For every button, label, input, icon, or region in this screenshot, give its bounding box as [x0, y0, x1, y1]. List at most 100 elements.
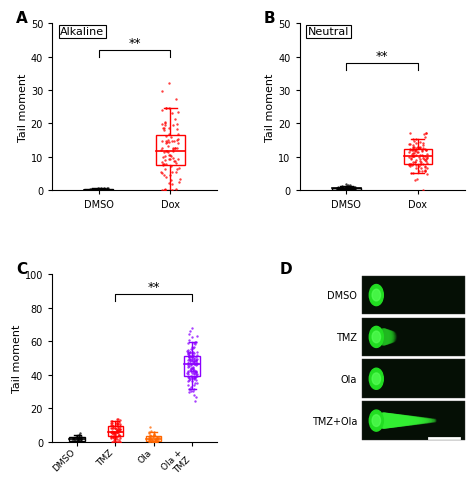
Point	[170, 137, 177, 145]
Point	[422, 130, 430, 138]
Point	[423, 171, 431, 179]
Point	[337, 187, 344, 194]
Point	[343, 185, 351, 192]
Point	[349, 185, 357, 193]
Ellipse shape	[391, 414, 398, 427]
Point	[114, 427, 121, 434]
Point	[188, 378, 196, 385]
Point	[117, 425, 124, 433]
Point	[154, 435, 161, 443]
Point	[174, 156, 182, 164]
Point	[173, 96, 180, 104]
Ellipse shape	[382, 330, 391, 345]
Point	[160, 125, 167, 132]
Point	[184, 346, 191, 354]
Point	[111, 430, 118, 437]
Point	[185, 330, 193, 338]
Point	[412, 162, 420, 169]
Point	[341, 187, 349, 195]
Ellipse shape	[433, 419, 435, 422]
Point	[167, 134, 175, 142]
Point	[347, 184, 355, 192]
Point	[172, 160, 179, 168]
Point	[165, 152, 173, 159]
Ellipse shape	[391, 332, 397, 342]
Point	[415, 168, 423, 175]
Point	[190, 374, 198, 382]
Point	[100, 187, 107, 194]
Point	[164, 143, 171, 150]
Point	[159, 162, 167, 169]
Point	[184, 382, 191, 389]
Point	[348, 187, 356, 195]
Point	[342, 184, 349, 192]
Point	[147, 435, 155, 443]
Point	[185, 374, 192, 382]
Point	[114, 416, 122, 423]
Point	[75, 431, 82, 438]
Point	[416, 156, 424, 163]
Point	[75, 435, 82, 443]
Point	[406, 141, 413, 148]
Point	[188, 373, 195, 381]
Ellipse shape	[424, 418, 427, 423]
Point	[346, 187, 353, 194]
Point	[153, 434, 161, 442]
Point	[76, 438, 83, 445]
Point	[412, 140, 420, 147]
Point	[151, 438, 158, 445]
Point	[113, 429, 120, 436]
Point	[351, 187, 358, 194]
Point	[168, 169, 176, 177]
Point	[109, 428, 117, 436]
Point	[418, 148, 425, 156]
Point	[348, 186, 356, 194]
Ellipse shape	[369, 410, 383, 431]
Point	[409, 153, 417, 161]
Point	[165, 131, 173, 139]
Point	[185, 374, 193, 382]
Point	[87, 187, 94, 195]
Point	[188, 354, 195, 361]
Point	[417, 159, 425, 167]
Point	[185, 339, 192, 347]
Point	[350, 187, 358, 194]
Point	[190, 348, 197, 356]
Point	[115, 427, 123, 435]
Point	[159, 154, 166, 161]
Text: B: B	[263, 11, 275, 25]
Ellipse shape	[383, 414, 392, 428]
Point	[158, 170, 165, 178]
Bar	[362, 360, 465, 398]
Point	[108, 424, 116, 432]
Point	[174, 109, 182, 117]
Point	[163, 139, 171, 147]
Point	[190, 360, 198, 368]
Point	[346, 186, 354, 193]
Point	[110, 428, 118, 436]
Point	[422, 147, 429, 155]
Point	[419, 145, 427, 153]
Point	[412, 145, 420, 153]
Point	[193, 348, 201, 356]
Point	[187, 364, 195, 372]
Point	[344, 185, 352, 193]
Point	[187, 383, 194, 391]
Point	[95, 187, 103, 194]
Point	[416, 160, 424, 168]
Point	[193, 360, 201, 368]
Point	[108, 419, 116, 427]
Point	[88, 186, 96, 194]
Point	[422, 156, 430, 164]
Point	[186, 360, 193, 368]
Point	[189, 344, 197, 352]
Point	[171, 157, 179, 165]
Point	[185, 356, 192, 363]
Point	[338, 184, 346, 192]
Point	[110, 434, 118, 442]
Bar	[146, 436, 162, 442]
Point	[410, 152, 418, 160]
Point	[344, 187, 352, 195]
Point	[423, 147, 430, 155]
Point	[416, 151, 423, 159]
